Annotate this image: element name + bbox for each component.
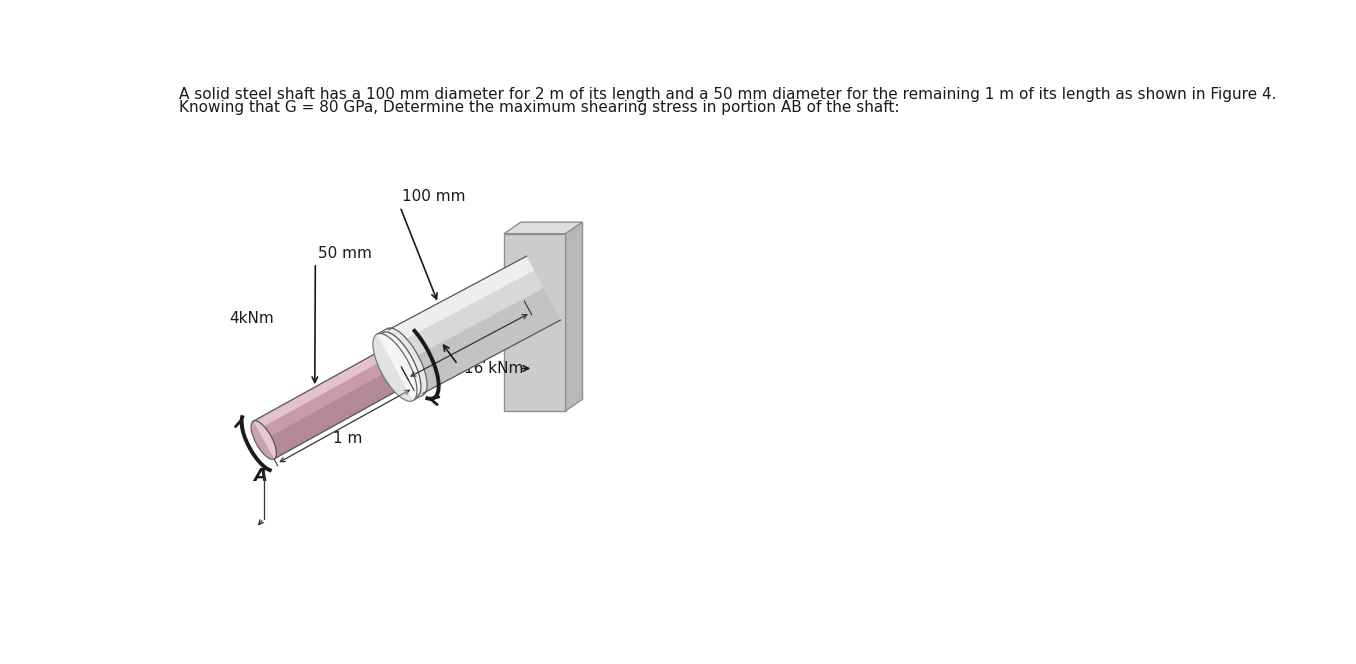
Text: Knowing that G = 80 GPa, Determine the maximum shearing stress in portion AB of : Knowing that G = 80 GPa, Determine the m… (179, 100, 899, 116)
Text: A solid steel shaft has a 100 mm diameter for 2 m of its length and a 50 mm diam: A solid steel shaft has a 100 mm diamete… (179, 86, 1276, 102)
Text: C: C (508, 291, 521, 309)
Polygon shape (380, 333, 418, 397)
Polygon shape (377, 329, 423, 400)
Polygon shape (400, 288, 560, 396)
Polygon shape (382, 256, 560, 396)
Text: A: A (254, 467, 267, 485)
Text: 1 m: 1 m (334, 432, 362, 446)
Polygon shape (251, 421, 274, 459)
Text: B: B (404, 380, 418, 398)
Polygon shape (373, 334, 414, 401)
Polygon shape (395, 362, 423, 400)
Text: 16 kNm: 16 kNm (464, 361, 523, 376)
Polygon shape (504, 234, 565, 411)
Text: 100 mm: 100 mm (403, 189, 466, 205)
Polygon shape (382, 256, 534, 347)
Polygon shape (384, 328, 427, 396)
Polygon shape (504, 222, 583, 234)
Polygon shape (264, 365, 411, 459)
Polygon shape (254, 346, 411, 459)
Polygon shape (254, 346, 395, 430)
Text: 4kNm: 4kNm (229, 311, 274, 326)
Polygon shape (251, 421, 277, 459)
Polygon shape (565, 222, 583, 411)
Polygon shape (380, 332, 420, 397)
Text: 2 m: 2 m (457, 351, 487, 366)
Text: 50 mm: 50 mm (317, 246, 372, 261)
Polygon shape (377, 329, 395, 349)
Polygon shape (373, 333, 416, 401)
